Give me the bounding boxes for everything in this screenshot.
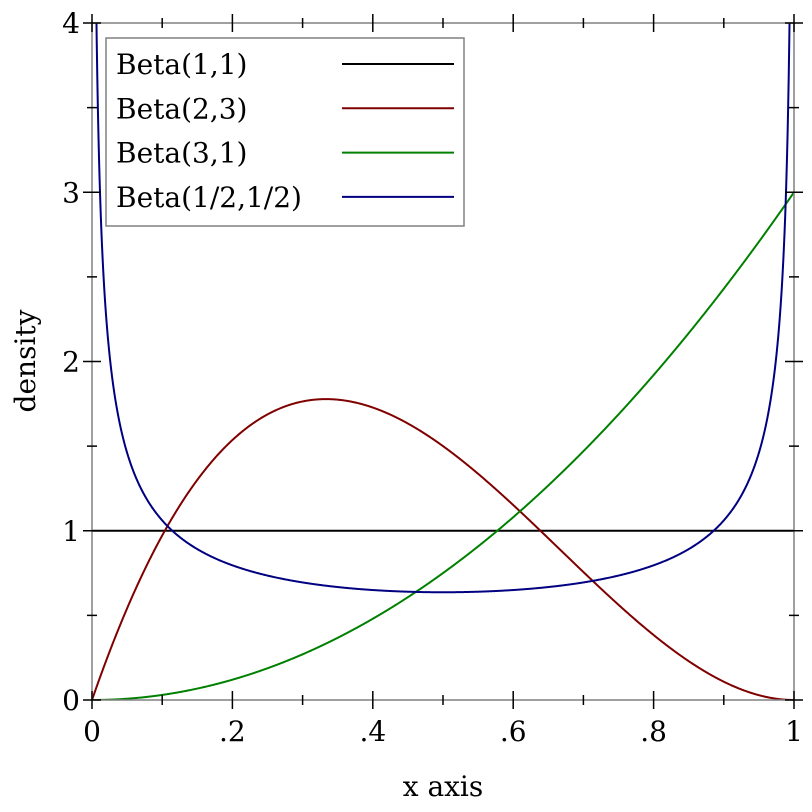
legend-label: Beta(1/2,1/2)	[116, 181, 302, 214]
y-axis-label: density	[9, 309, 42, 412]
x-axis-label: x axis	[403, 770, 484, 803]
legend-label: Beta(3,1)	[116, 137, 247, 170]
y-tick-label: 3	[62, 176, 80, 209]
series-line-2	[92, 191, 794, 700]
series-group	[92, 23, 794, 700]
y-tick-label: 2	[62, 346, 80, 379]
legend-label: Beta(2,3)	[116, 92, 247, 125]
legend-box	[105, 37, 465, 227]
x-tick-label: .4	[359, 715, 386, 748]
x-tick-label: .6	[500, 715, 527, 748]
ticks-group: 0 .2 .4 .6 .8 1 0 1 2 3 4	[62, 7, 803, 748]
legend-label: Beta(1,1)	[116, 48, 247, 81]
x-tick-label: 1	[785, 715, 803, 748]
y-tick-label: 0	[62, 684, 80, 717]
x-tick-label: 0	[83, 715, 101, 748]
y-tick-label: 1	[62, 515, 80, 548]
legend: Beta(1,1) Beta(2,3) Beta(3,1) Beta(1/2,1/2)	[105, 37, 465, 227]
x-tick-label: .2	[219, 715, 246, 748]
x-tick-label: .8	[640, 715, 667, 748]
series-line-3	[95, 23, 791, 594]
series-line-1	[92, 398, 794, 700]
y-tick-label: 4	[62, 7, 80, 40]
